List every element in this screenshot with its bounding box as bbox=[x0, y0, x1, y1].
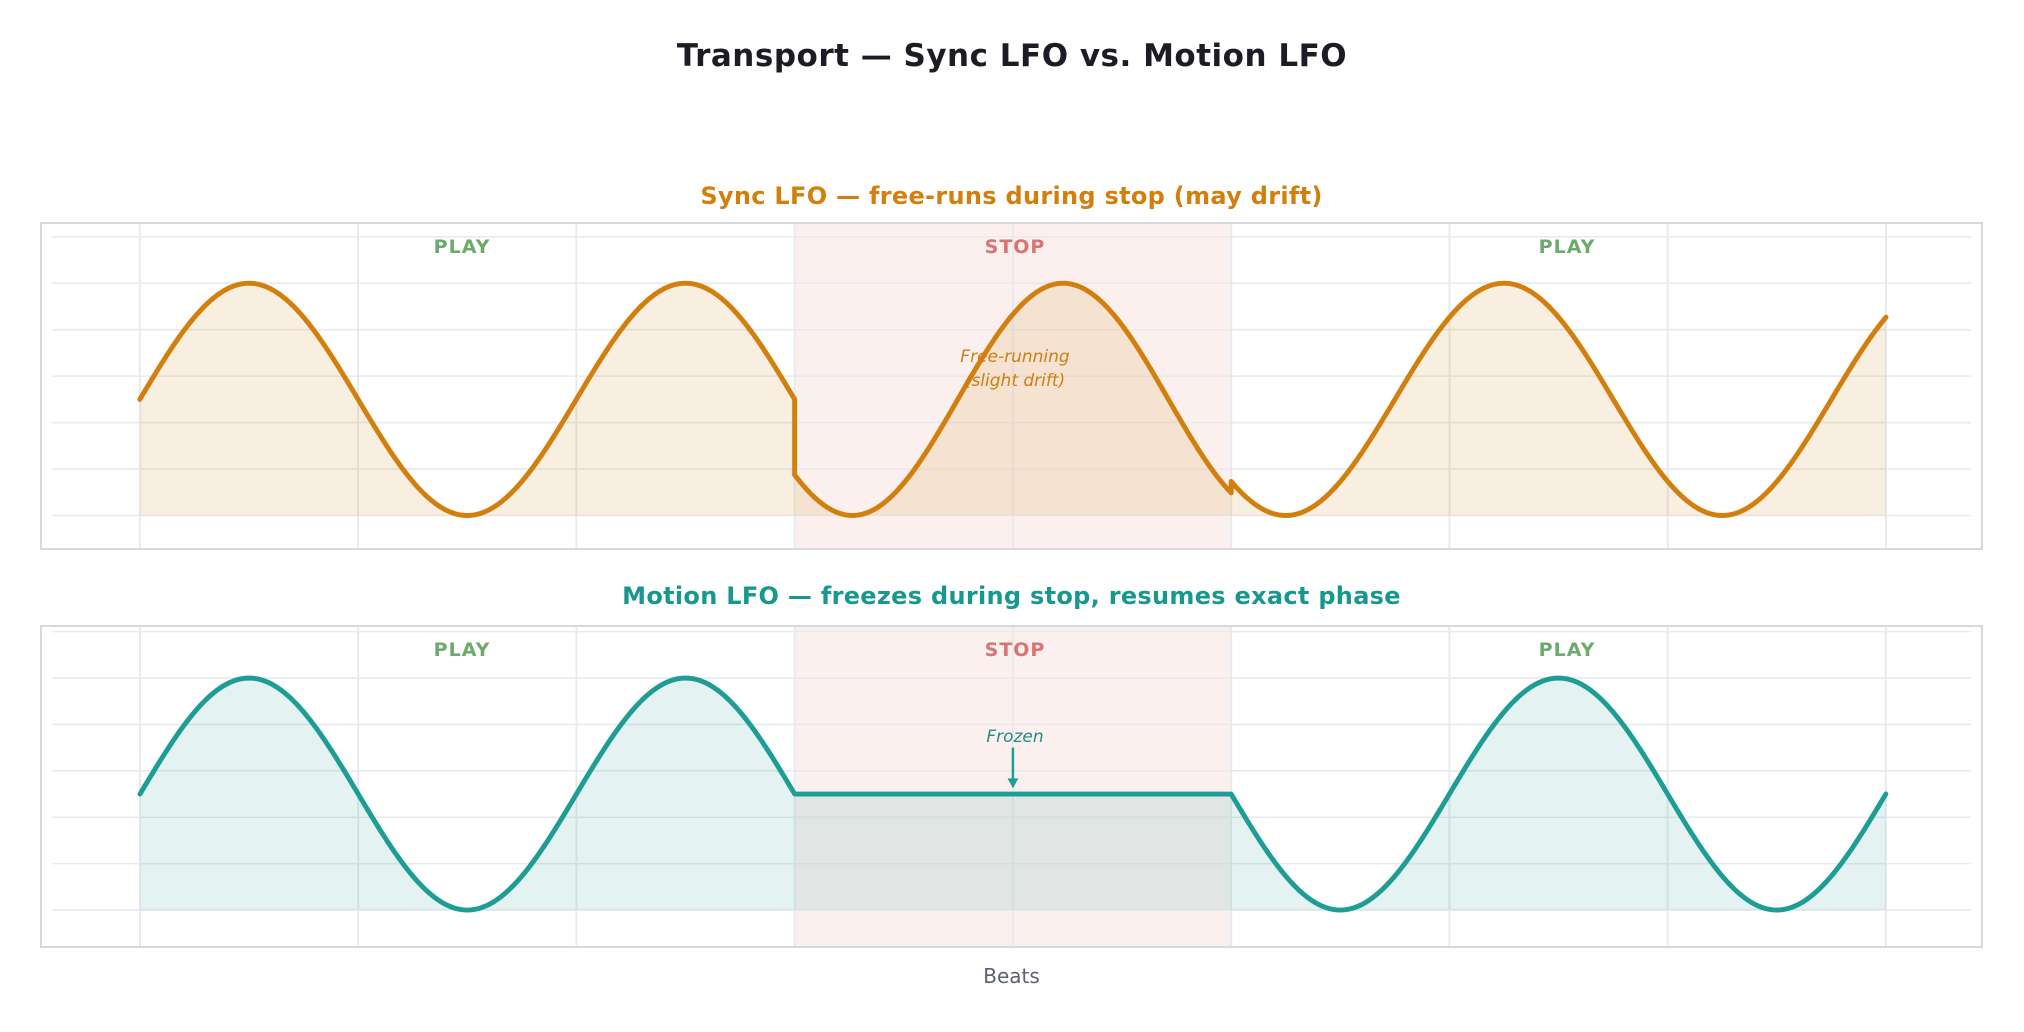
annotation-line: Free-running bbox=[960, 347, 1070, 367]
play-region-label: PLAY bbox=[433, 639, 491, 661]
motion-chart-canvas bbox=[52, 627, 1971, 946]
frozen-arrow-head bbox=[1007, 778, 1019, 789]
wave-line bbox=[137, 675, 1889, 913]
annotation-line: Frozen bbox=[986, 727, 1044, 747]
stop-region-label: STOP bbox=[984, 236, 1046, 258]
wave-line bbox=[137, 280, 1889, 518]
free-running-annotation: Free-running (slight drift) bbox=[960, 345, 1069, 393]
sync-chart-canvas bbox=[51, 224, 1972, 548]
motion-chart-title: Motion LFO — freezes during stop, resume… bbox=[622, 582, 1401, 610]
motion-chart-plot: PLAY STOP PLAY Frozen bbox=[40, 625, 1983, 948]
x-axis-label: Beats bbox=[983, 964, 1040, 988]
stop-region-label: STOP bbox=[984, 639, 1046, 661]
sync-chart-plot: PLAY STOP PLAY Free-running (slight drif… bbox=[40, 222, 1983, 550]
play-region-label: PLAY bbox=[433, 236, 491, 258]
play-region-label: PLAY bbox=[1538, 236, 1596, 258]
play-region-label: PLAY bbox=[1538, 639, 1596, 661]
sync-chart-title: Sync LFO — free-runs during stop (may dr… bbox=[700, 182, 1323, 210]
main-title: Transport — Sync LFO vs. Motion LFO bbox=[676, 38, 1348, 74]
frozen-annotation: Frozen bbox=[986, 725, 1043, 749]
wave-fill bbox=[139, 283, 1887, 516]
annotation-line: (slight drift) bbox=[964, 371, 1066, 391]
